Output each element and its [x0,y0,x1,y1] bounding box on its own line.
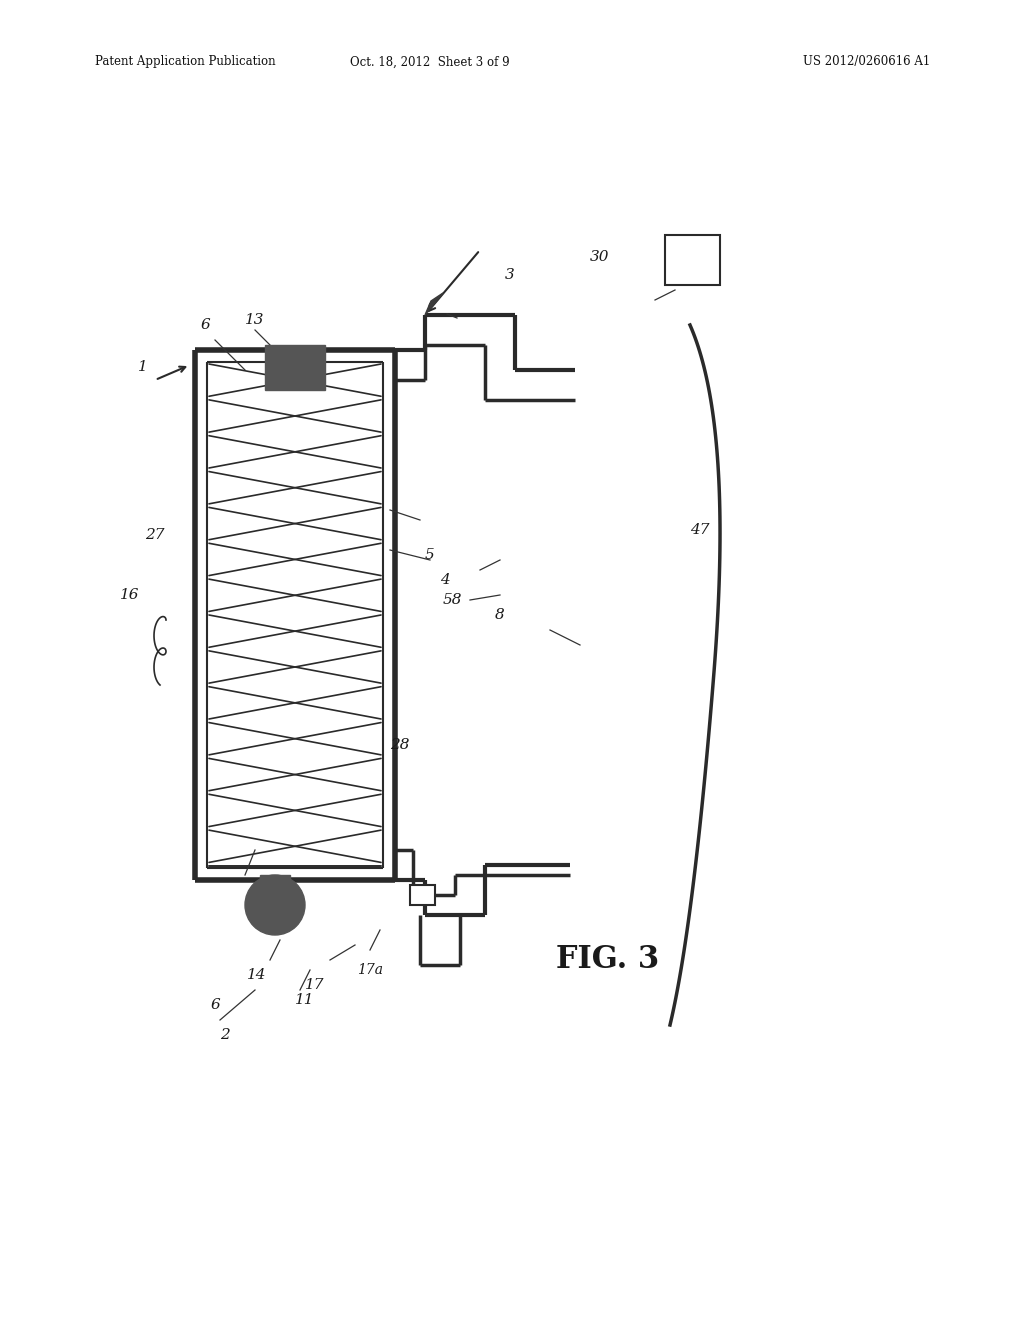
Text: 5: 5 [425,548,435,562]
Circle shape [245,875,305,935]
Text: 58: 58 [442,593,462,607]
Bar [665,235,720,285]
Text: 13: 13 [246,313,265,327]
Text: 17: 17 [305,978,325,993]
Text: 11: 11 [295,993,314,1007]
Text: FIG. 3: FIG. 3 [556,945,659,975]
Bar [260,875,290,906]
Text: 3: 3 [505,268,515,282]
Text: 47: 47 [690,523,710,537]
Text: 17a: 17a [357,964,383,977]
Text: 16: 16 [120,587,139,602]
Text: 14: 14 [247,968,266,982]
Text: Oct. 18, 2012  Sheet 3 of 9: Oct. 18, 2012 Sheet 3 of 9 [350,55,510,69]
Text: 6: 6 [200,318,210,333]
Text: 6: 6 [210,998,220,1012]
Text: Patent Application Publication: Patent Application Publication [95,55,275,69]
Bar [265,345,325,389]
Text: 4: 4 [440,573,450,587]
Text: US 2012/0260616 A1: US 2012/0260616 A1 [803,55,930,69]
Text: 8: 8 [496,609,505,622]
Text: 1: 1 [138,360,147,374]
Text: 27: 27 [145,528,165,543]
Text: 28: 28 [390,738,410,752]
Bar [410,884,435,906]
Text: 2: 2 [220,1028,229,1041]
Text: 30: 30 [590,249,609,264]
Polygon shape [425,293,443,315]
